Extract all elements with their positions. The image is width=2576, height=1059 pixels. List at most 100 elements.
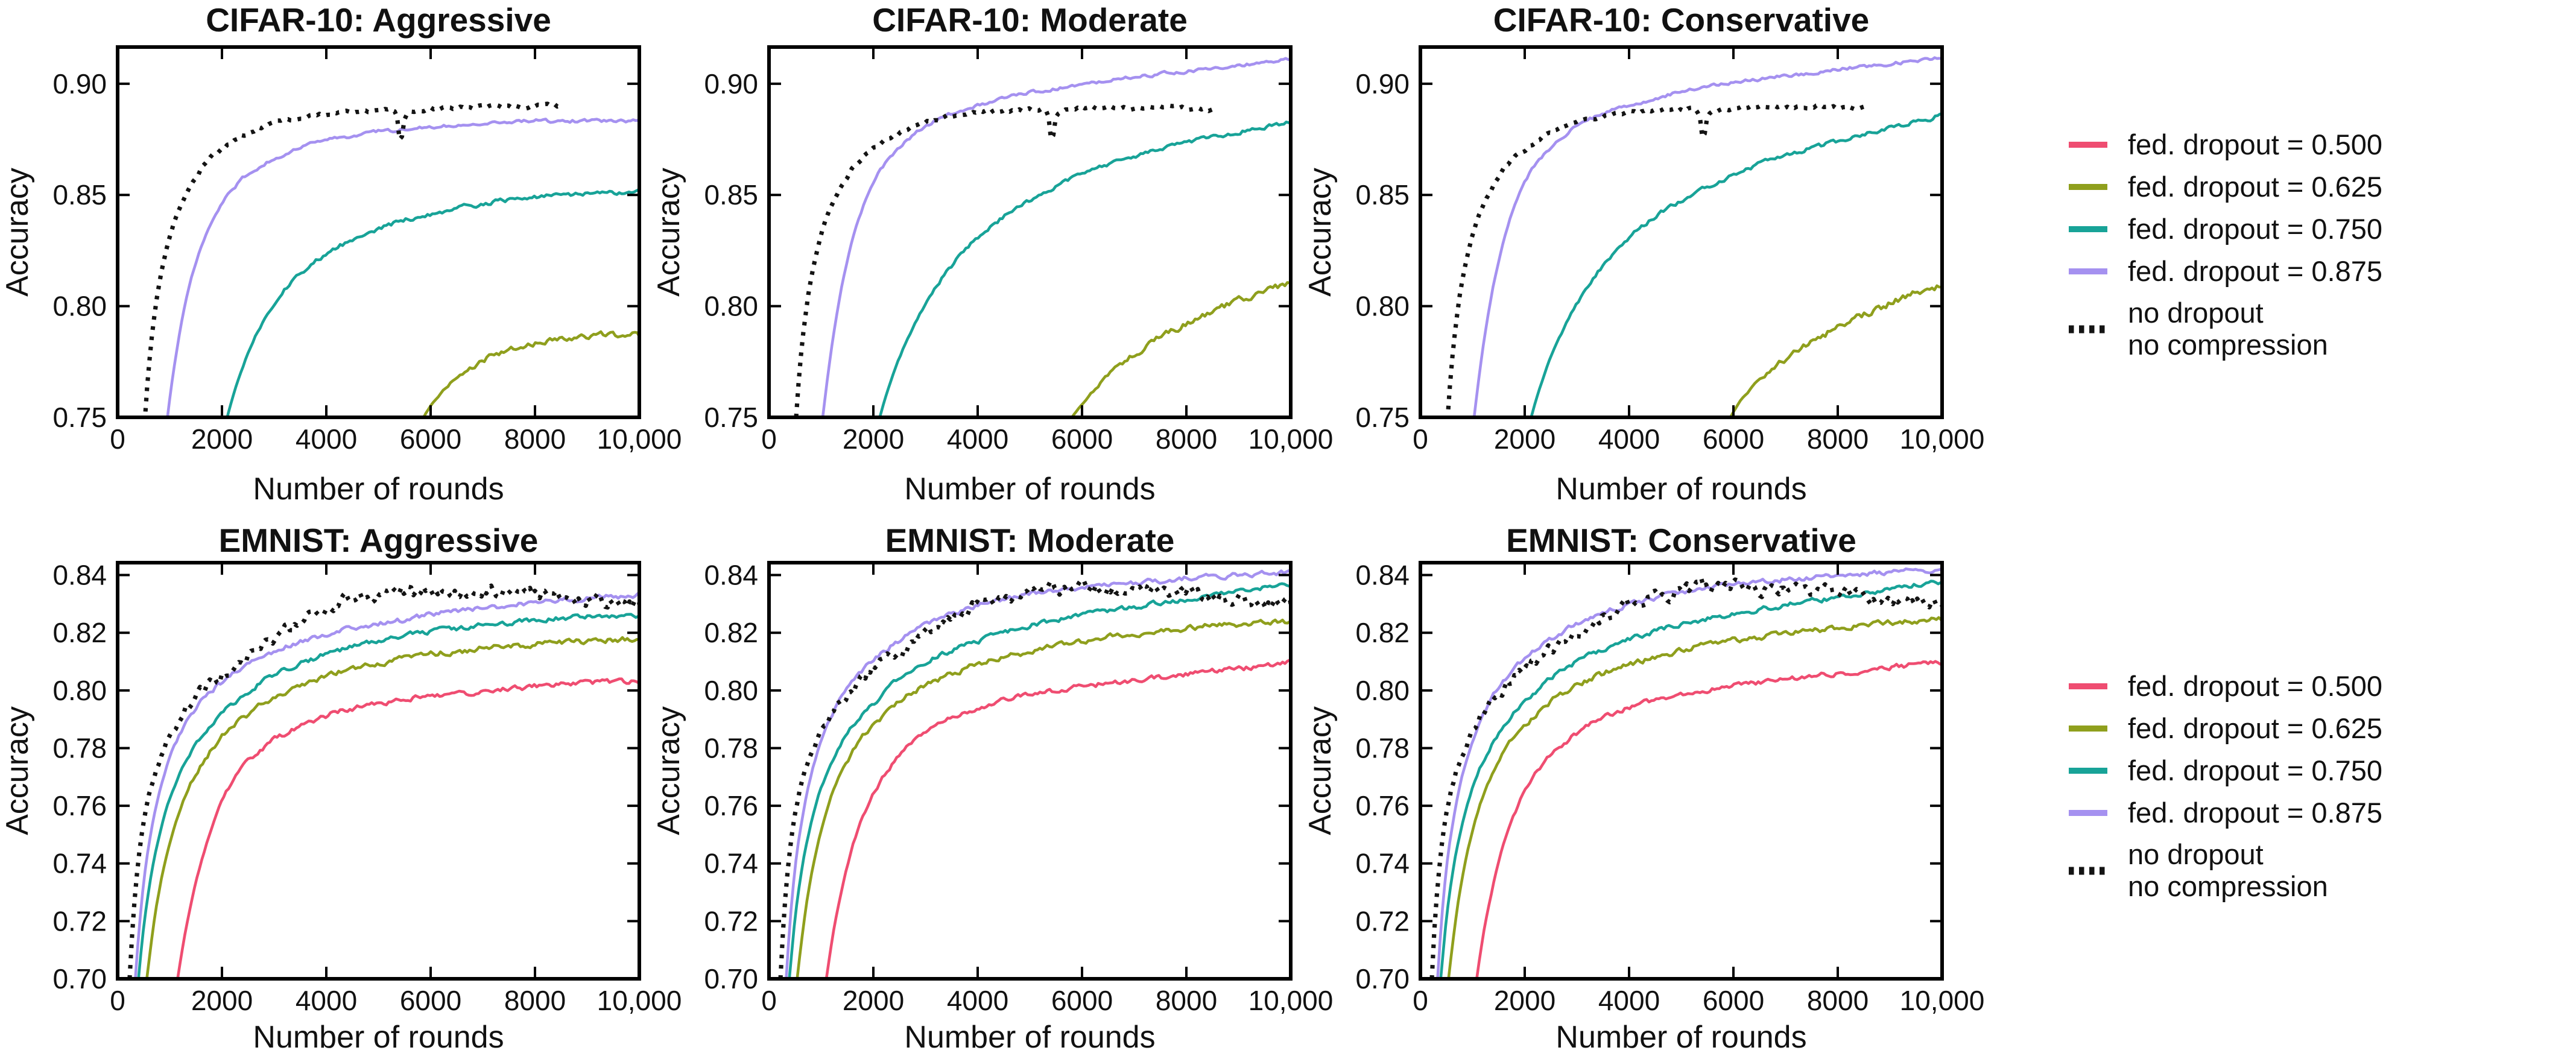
legend-item-no-dropout-no-compression: no dropout no compression [2069,292,2576,366]
x-tick-label: 0 [761,423,777,455]
chart-emnist-moderate: 0 2000 4000 6000 8000 10,000 0.70 0.72 0.74 0.76 0… [651,522,1333,1055]
y-axis-label: Accuracy [651,168,686,297]
line-swatch-icon [2069,725,2107,732]
chart-cifar10-conservative: 0 2000 4000 6000 8000 10,000 0.75 0.80 0.85 0.90 C… [1303,1,1984,507]
plot-border [1419,561,1944,981]
legend: fed. dropout = 0.500 fed. dropout = 0.625… [1954,528,2576,908]
series-line-fed-dropout-0-625 [422,330,639,417]
series-line-fed-dropout-0-625 [1447,616,1942,979]
plot-border [767,561,1293,981]
x-tick-label: 0 [1413,985,1428,1016]
series-line-fed-dropout-0-750 [1530,112,1942,417]
series-line-fed-dropout-0-875 [785,569,1291,979]
y-tick-label: 0.85 [704,179,758,210]
y-tick-label: 0.82 [704,617,758,648]
legend-label: fed. dropout = 0.625 [2128,170,2383,203]
y-axis-label: Accuracy [1303,168,1338,297]
series-line-fed-dropout-0-875 [166,118,639,417]
y-tick-label: 0.70 [52,963,107,994]
series-line-fed-dropout-0-750 [226,188,639,417]
series-line-fed-dropout-0-500 [1475,660,1942,979]
x-tick-label: 6000 [1703,423,1764,455]
x-axis-label: Number of rounds [253,472,504,507]
series-line-no-dropout-no-compression [1429,576,1942,979]
x-tick-label: 0 [110,423,125,455]
series-line-fed-dropout-0-625 [796,618,1291,979]
series-line-fed-dropout-0-500 [176,677,639,979]
series-line-fed-dropout-0-625 [145,636,639,979]
chart-emnist-conservative: 0 2000 4000 6000 8000 10,000 0.70 0.72 0.74 0.76 0… [1303,522,1984,1055]
x-tick-label: 10,000 [597,423,682,455]
series-line-fed-dropout-0-750 [1439,580,1942,979]
x-tick-label: 6000 [1051,985,1113,1016]
line-swatch-icon [2069,810,2107,816]
chart-title: CIFAR-10: Aggressive [206,1,551,39]
legend-top: fed. dropout = 0.500 fed. dropout = 0.625… [1954,0,2576,528]
chart-cell-cifar10-conservative: 0 2000 4000 6000 8000 10,000 0.75 0.80 0.85 0.90 C… [1303,0,1984,528]
y-tick-label: 0.75 [1355,402,1410,433]
dotted-line-icon [2069,867,2107,875]
legend: fed. dropout = 0.500 fed. dropout = 0.625… [1954,0,2576,366]
chart-title: EMNIST: Conservative [1506,522,1856,559]
x-tick-label: 6000 [1703,985,1764,1016]
legend-item-fed-dropout-0-500: fed. dropout = 0.500 [2069,124,2576,166]
x-axis-label: Number of rounds [904,1020,1155,1055]
legend-item-fed-dropout-0-625: fed. dropout = 0.625 [2069,166,2576,208]
series-line-fed-dropout-0-625 [1070,281,1291,417]
y-tick-label: 0.85 [1355,179,1410,210]
y-tick-label: 0.90 [704,68,758,100]
x-tick-label: 10,000 [1900,985,1985,1016]
x-tick-label: 8000 [1156,985,1217,1016]
y-tick-label: 0.76 [1355,790,1410,821]
x-tick-label: 4000 [947,423,1008,455]
x-tick-label: 10,000 [1248,423,1334,455]
x-tick-label: 2000 [843,423,904,455]
y-tick-label: 0.78 [704,732,758,763]
x-tick-label: 8000 [1156,423,1217,455]
x-axis-label: Number of rounds [904,472,1155,507]
x-tick-label: 8000 [1807,423,1869,455]
y-tick-label: 0.72 [704,905,758,937]
chart-emnist-aggressive: 0 2000 4000 6000 8000 10,000 0.70 0.72 0.74 0.76 0… [0,522,682,1055]
chart-title: CIFAR-10: Moderate [872,1,1188,39]
x-tick-label: 6000 [1051,423,1113,455]
legend-item-fed-dropout-0-875: fed. dropout = 0.875 [2069,250,2576,292]
y-tick-label: 0.80 [704,675,758,706]
legend-item-no-dropout-no-compression: no dropout no compression [2069,834,2576,908]
legend-label: fed. dropout = 0.875 [2128,254,2383,287]
chart-cell-emnist-aggressive: 0 2000 4000 6000 8000 10,000 0.70 0.72 0.74 0.76 0… [0,522,682,1059]
series-line-no-dropout-no-compression [794,103,1214,417]
y-tick-label: 0.85 [52,179,107,210]
chart-cifar10-moderate: 0 2000 4000 6000 8000 10,000 0.75 0.80 0.85 0.90 C… [651,1,1333,507]
figure-row-emnist: 0 2000 4000 6000 8000 10,000 0.70 0.72 0.74 0.76 0… [0,522,2576,1059]
x-axis-label: Number of rounds [253,1020,504,1055]
y-tick-label: 0.84 [704,560,758,591]
line-swatch-icon [2069,226,2107,232]
line-swatch-icon [2069,184,2107,190]
y-tick-label: 0.78 [52,732,107,763]
x-tick-label: 6000 [400,985,461,1016]
y-axis-label: Accuracy [0,168,35,297]
series-line-fed-dropout-0-875 [821,57,1291,417]
chart-cell-emnist-conservative: 0 2000 4000 6000 8000 10,000 0.70 0.72 0.74 0.76 0… [1303,522,1984,1059]
dotted-line-icon [2069,325,2107,334]
chart-cell-emnist-moderate: 0 2000 4000 6000 8000 10,000 0.70 0.72 0.74 0.76 0… [651,522,1333,1059]
y-tick-label: 0.70 [704,963,758,994]
y-tick-label: 0.90 [1355,68,1410,100]
series-line-fed-dropout-0-875 [1472,56,1942,417]
series-line-no-dropout-no-compression [778,577,1291,979]
x-tick-label: 8000 [504,423,566,455]
x-tick-label: 4000 [947,985,1008,1016]
y-tick-label: 0.74 [704,848,758,879]
series-line-no-dropout-no-compression [127,583,639,979]
y-axis-label: Accuracy [0,706,35,835]
series-line-no-dropout-no-compression [142,101,563,417]
line-swatch-icon [2069,142,2107,148]
y-tick-label: 0.70 [1355,963,1410,994]
y-tick-label: 0.78 [1355,732,1410,763]
series-line-fed-dropout-0-500 [824,659,1291,979]
y-tick-label: 0.80 [52,291,107,322]
y-axis-label: Accuracy [1303,706,1338,835]
line-swatch-icon [2069,268,2107,274]
